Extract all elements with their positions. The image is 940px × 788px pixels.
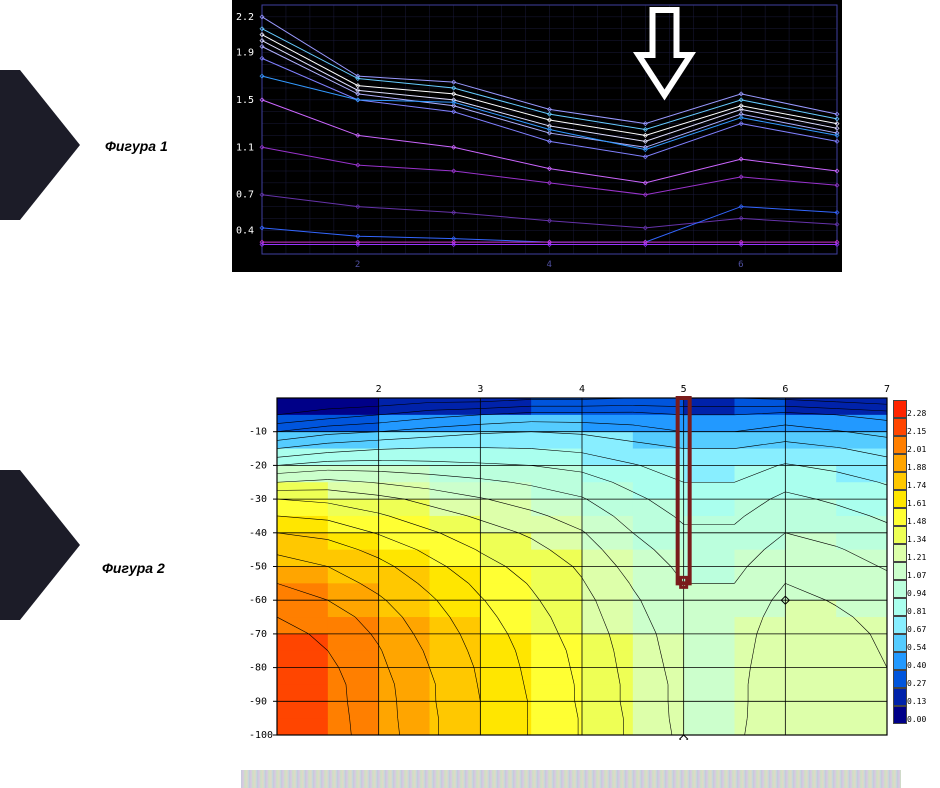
noise-strip [241, 770, 901, 788]
svg-text:6: 6 [738, 260, 743, 270]
legend-row: 0.81 [893, 598, 935, 616]
svg-text:4: 4 [579, 384, 585, 395]
svg-text:-50: -50 [249, 562, 267, 573]
legend-row: 0.40 [893, 652, 935, 670]
svg-text:3: 3 [477, 384, 483, 395]
svg-text:-90: -90 [249, 696, 267, 707]
figure-2-label: Фигура 2 [102, 560, 165, 576]
legend-row: 1.61 [893, 490, 935, 508]
legend-row: 0.54 [893, 634, 935, 652]
legend-row: 1.21 [893, 544, 935, 562]
legend-row: 0.27 [893, 670, 935, 688]
svg-text:-100: -100 [249, 730, 273, 740]
svg-text:7: 7 [884, 384, 890, 395]
svg-text:-30: -30 [249, 494, 267, 505]
legend-row: 0.00 [893, 706, 935, 724]
svg-text:-60: -60 [249, 595, 267, 606]
legend-row: 2.01 [893, 436, 935, 454]
legend-row: 1.74 [893, 472, 935, 490]
svg-text:5: 5 [681, 384, 687, 395]
pentagon-marker-2 [0, 470, 80, 620]
legend-row: 0.94 [893, 580, 935, 598]
svg-text:1.5: 1.5 [236, 95, 254, 106]
legend-row: 2.28 [893, 400, 935, 418]
legend-row: 0.13 [893, 688, 935, 706]
svg-text:0.4: 0.4 [236, 225, 254, 236]
svg-text:4: 4 [547, 260, 552, 270]
svg-text:-70: -70 [249, 629, 267, 640]
legend-row: 2.15 [893, 418, 935, 436]
legend-row: 0.67 [893, 616, 935, 634]
svg-text:-80: -80 [249, 663, 267, 674]
contour-chart-svg: 2 3 4 5 6 7 -10 -20 -30 -40 -50 -60 -70 -80 -90 -100 [232, 380, 932, 740]
color-legend: 2.282.152.011.881.741.611.481.341.211.07… [893, 400, 935, 724]
line-chart-svg: 0.4 0.7 1.1 1.5 1.9 2.2 2 4 6 [232, 0, 842, 272]
svg-text:1.9: 1.9 [236, 47, 254, 58]
svg-text:1.1: 1.1 [236, 142, 254, 153]
line-chart: 0.4 0.7 1.1 1.5 1.9 2.2 2 4 6 [232, 0, 842, 272]
pentagon-marker-1 [0, 70, 80, 220]
legend-row: 1.48 [893, 508, 935, 526]
legend-row: 1.07 [893, 562, 935, 580]
figure-1-label: Фигура 1 [105, 138, 168, 154]
svg-text:2: 2 [376, 384, 382, 395]
svg-text:2.2: 2.2 [236, 12, 254, 23]
legend-row: 1.34 [893, 526, 935, 544]
svg-text:2: 2 [355, 260, 360, 270]
svg-text:0.7: 0.7 [236, 190, 254, 201]
legend-row: 1.88 [893, 454, 935, 472]
svg-text:-40: -40 [249, 528, 267, 539]
contour-chart: 2 3 4 5 6 7 -10 -20 -30 -40 -50 -60 -70 -80 -90 -100 [232, 380, 932, 740]
svg-text:-10: -10 [249, 427, 267, 438]
svg-text:6: 6 [782, 384, 788, 395]
svg-text:-20: -20 [249, 460, 267, 471]
